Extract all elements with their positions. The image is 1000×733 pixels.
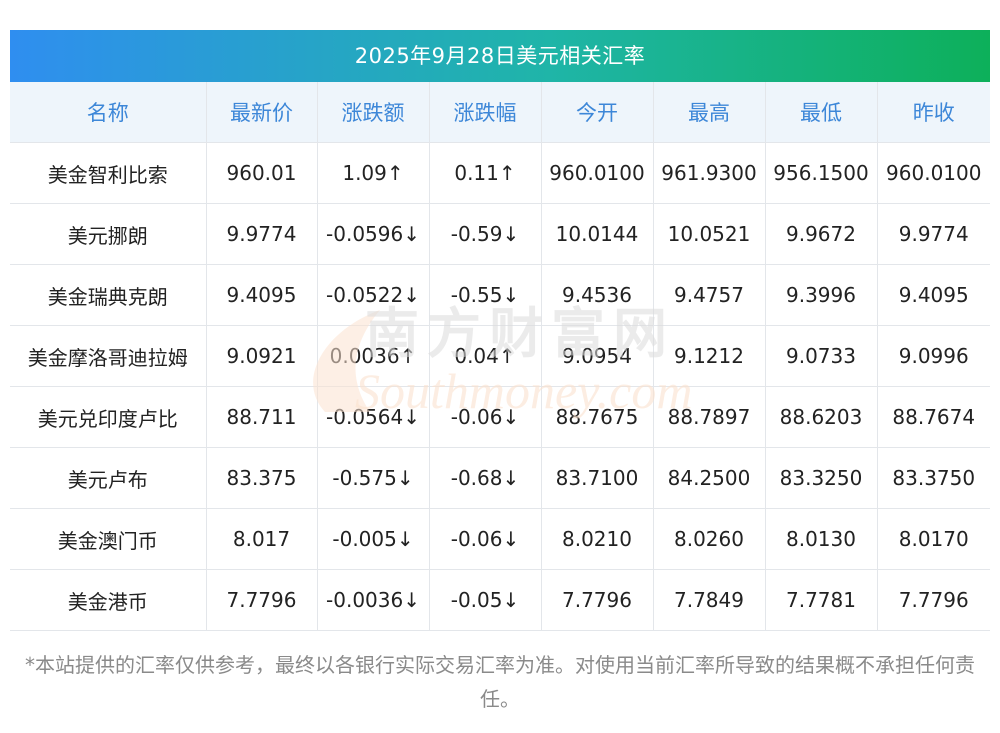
cell-prev: 83.3750	[877, 447, 990, 509]
cell-latest: 9.4095	[206, 264, 318, 326]
cell-prev: 960.0100	[877, 142, 990, 204]
cell-high: 7.7849	[653, 569, 766, 631]
column-header-name: 名称	[10, 82, 207, 143]
cell-change: 1.09↑	[317, 142, 430, 204]
column-header-low: 最低	[765, 82, 878, 143]
cell-latest: 83.375	[206, 447, 318, 509]
cell-change: -0.0564↓	[317, 386, 430, 448]
table-row: 美金摩洛哥迪拉姆 9.0921 0.0036↑ 0.04↑ 9.0954 9.1212 9.…	[10, 325, 990, 387]
cell-open: 88.7675	[541, 386, 654, 448]
cell-low: 7.7781	[765, 569, 878, 631]
cell-name: 美金澳门币	[10, 508, 207, 570]
header-row: 名称 最新价 涨跌额 涨跌幅 今开 最高 最低 昨收	[10, 82, 990, 143]
column-header-change: 涨跌额	[317, 82, 430, 143]
cell-name: 美元兑印度卢比	[10, 386, 207, 448]
cell-high: 88.7897	[653, 386, 766, 448]
cell-open: 7.7796	[541, 569, 654, 631]
cell-change: -0.0596↓	[317, 203, 430, 265]
cell-prev: 9.0996	[877, 325, 990, 387]
cell-open: 960.0100	[541, 142, 654, 204]
cell-pct: -0.55↓	[429, 264, 542, 326]
cell-low: 956.1500	[765, 142, 878, 204]
cell-name: 美元卢布	[10, 447, 207, 509]
cell-pct: -0.05↓	[429, 569, 542, 631]
cell-change: 0.0036↑	[317, 325, 430, 387]
cell-latest: 960.01	[206, 142, 318, 204]
cell-open: 10.0144	[541, 203, 654, 265]
cell-change: -0.0522↓	[317, 264, 430, 326]
table-row: 美金瑞典克朗 9.4095 -0.0522↓ -0.55↓ 9.4536 9.4757 9.…	[10, 264, 990, 326]
cell-prev: 88.7674	[877, 386, 990, 448]
cell-pct: 0.11↑	[429, 142, 542, 204]
cell-open: 8.0210	[541, 508, 654, 570]
disclaimer-footnote: *本站提供的汇率仅供参考，最终以各银行实际交易汇率为准。对使用当前汇率所导致的结…	[25, 653, 975, 711]
cell-name: 美元挪朗	[10, 203, 207, 265]
table-row: 美元兑印度卢比 88.711 -0.0564↓ -0.06↓ 88.7675 88.789…	[10, 386, 990, 448]
cell-latest: 9.9774	[206, 203, 318, 265]
cell-name: 美金港币	[10, 569, 207, 631]
cell-latest: 9.0921	[206, 325, 318, 387]
cell-high: 84.2500	[653, 447, 766, 509]
cell-latest: 88.711	[206, 386, 318, 448]
cell-high: 8.0260	[653, 508, 766, 570]
table-row: 美元挪朗 9.9774 -0.0596↓ -0.59↓ 10.0144 10.0521 9.…	[10, 203, 990, 265]
cell-change: -0.005↓	[317, 508, 430, 570]
cell-prev: 9.4095	[877, 264, 990, 326]
cell-low: 9.9672	[765, 203, 878, 265]
cell-change: -0.0036↓	[317, 569, 430, 631]
cell-change: -0.575↓	[317, 447, 430, 509]
cell-latest: 8.017	[206, 508, 318, 570]
cell-open: 9.4536	[541, 264, 654, 326]
column-header-prev: 昨收	[877, 82, 990, 143]
cell-prev: 9.9774	[877, 203, 990, 265]
exchange-rate-card: 2025年9月28日美元相关汇率 名称 最新价 涨跌额 涨跌幅 今开 最高 最低…	[10, 30, 990, 631]
cell-high: 961.9300	[653, 142, 766, 204]
cell-pct: -0.06↓	[429, 508, 542, 570]
cell-name: 美金智利比索	[10, 142, 207, 204]
cell-high: 10.0521	[653, 203, 766, 265]
cell-low: 83.3250	[765, 447, 878, 509]
cell-pct: -0.59↓	[429, 203, 542, 265]
cell-low: 8.0130	[765, 508, 878, 570]
table-title: 2025年9月28日美元相关汇率	[10, 30, 990, 82]
exchange-rate-table: 名称 最新价 涨跌额 涨跌幅 今开 最高 最低 昨收 美金智利比索 960.01 1…	[10, 82, 990, 631]
column-header-pct: 涨跌幅	[429, 82, 542, 143]
cell-name: 美金摩洛哥迪拉姆	[10, 325, 207, 387]
column-header-high: 最高	[653, 82, 766, 143]
cell-high: 9.1212	[653, 325, 766, 387]
cell-high: 9.4757	[653, 264, 766, 326]
table-row: 美金智利比索 960.01 1.09↑ 0.11↑ 960.0100 961.9300 95…	[10, 142, 990, 204]
cell-pct: -0.06↓	[429, 386, 542, 448]
table-row: 美元卢布 83.375 -0.575↓ -0.68↓ 83.7100 84.2500 83.…	[10, 447, 990, 509]
cell-open: 83.7100	[541, 447, 654, 509]
cell-name: 美金瑞典克朗	[10, 264, 207, 326]
cell-pct: 0.04↑	[429, 325, 542, 387]
cell-prev: 8.0170	[877, 508, 990, 570]
cell-prev: 7.7796	[877, 569, 990, 631]
column-header-open: 今开	[541, 82, 654, 143]
cell-latest: 7.7796	[206, 569, 318, 631]
cell-low: 88.6203	[765, 386, 878, 448]
table-row: 美金港币 7.7796 -0.0036↓ -0.05↓ 7.7796 7.7849 7.77…	[10, 569, 990, 631]
cell-low: 9.0733	[765, 325, 878, 387]
table-row: 美金澳门币 8.017 -0.005↓ -0.06↓ 8.0210 8.0260 8.013…	[10, 508, 990, 570]
cell-low: 9.3996	[765, 264, 878, 326]
cell-open: 9.0954	[541, 325, 654, 387]
cell-pct: -0.68↓	[429, 447, 542, 509]
column-header-latest: 最新价	[206, 82, 318, 143]
